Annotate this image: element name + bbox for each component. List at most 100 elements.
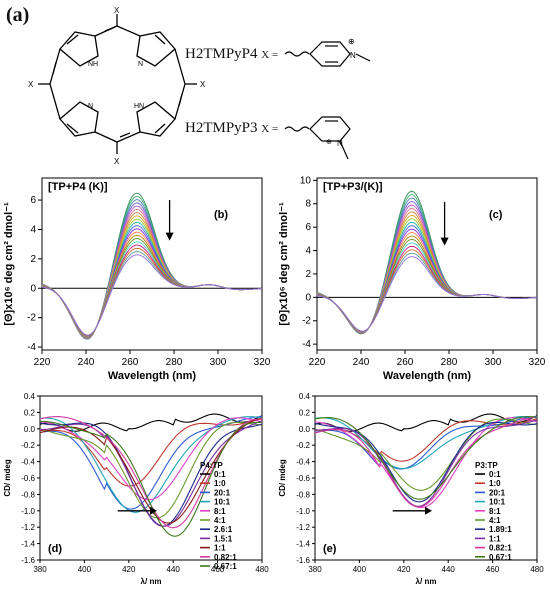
x-tick-label: 440 [442, 565, 456, 574]
y-tick-label: -0.6 [21, 474, 35, 483]
y-tick-label: -0.8 [21, 490, 35, 499]
arrow-head [165, 232, 174, 241]
x-tick-label: 240 [78, 357, 95, 368]
x-tick-label: 220 [34, 357, 51, 368]
y-tick-label: -2 [302, 316, 311, 327]
legend-title: P4:TP [200, 461, 223, 470]
y-tick-label: -1.0 [21, 507, 35, 516]
x-mark-left: X [28, 80, 34, 89]
x-tick-label: 480 [530, 565, 544, 574]
cd-curve [41, 192, 263, 340]
y-tick-label: -0.4 [296, 458, 310, 467]
cd-series [39, 422, 263, 527]
cd-chart-d: 380 400 420 440 460 480 0.4 0.2 0.0 -0.2 -0.4 -0.6 -… [3, 392, 269, 586]
n-label-bottom: N [88, 103, 93, 110]
x-tick-label: 280 [166, 357, 183, 368]
y-tick-label: 4 [305, 246, 311, 257]
panel-label-e: (e) [323, 543, 337, 555]
x-tick-label: 320 [529, 357, 546, 368]
x-mark-bottom: X [114, 157, 120, 166]
panel-label-d: (d) [48, 543, 62, 555]
legend-entry: 0.82:1 [489, 544, 512, 553]
p4-name: H2TMPyP4 [185, 46, 258, 62]
y-tick-label: 0.4 [299, 392, 311, 401]
legend-entry: 0:1 [489, 470, 501, 479]
x-tick-label: 480 [255, 565, 269, 574]
cd-chart-b: 220 240 260 280 300 320 -4 -2 0 2 4 6 [TP+P4 (K)] Wav… [3, 177, 271, 382]
cd-series [314, 413, 538, 432]
legend-entry: 8:1 [489, 507, 501, 516]
x-tick-label: 220 [309, 357, 326, 368]
cd-series [314, 416, 538, 508]
x-tick-label: 260 [122, 357, 139, 368]
cd-series [315, 419, 538, 507]
p4-x-eq: X = [261, 49, 279, 61]
plot-frame [314, 395, 538, 561]
n-plus-p4: N [350, 51, 356, 60]
legend-entry: 4:1 [214, 516, 226, 525]
legend-entry: 1:1 [489, 534, 501, 543]
y-tick-label: 0.2 [24, 408, 36, 417]
y-axis-label: [Θ]x10⁶ deg cm² dmol⁻¹ [278, 202, 290, 326]
y-tick-label: -1.6 [296, 556, 310, 565]
cd-curve [316, 197, 538, 335]
cd-series [40, 420, 263, 527]
legend-entry: 4:1 [489, 516, 501, 525]
cd-curve [41, 195, 263, 340]
arrow-head [425, 506, 432, 515]
legend-entry: 0.67:1 [489, 553, 512, 562]
y-tick-label: 0.0 [299, 425, 311, 434]
legend-entry: 1:0 [489, 479, 501, 488]
legend-entry: 0.67:1 [214, 562, 237, 571]
cd-series [314, 418, 538, 491]
cd-chart-e: 380 400 420 440 460 480 0.4 0.2 0.0 -0.2 -0.4 -0.6 -… [278, 392, 544, 586]
cd-series [40, 418, 263, 487]
y-tick-label: -1.0 [296, 507, 310, 516]
cd-curve [316, 256, 538, 332]
plus-p3: ⊕ [326, 139, 332, 146]
x-axis-label: Wavelength (nm) [383, 370, 472, 382]
y-tick-label: 10 [300, 175, 312, 186]
legend-entry: 20:1 [489, 488, 506, 497]
porphyrin-structure: X X X X NH N N HN N ⊕ N ⊕ [28, 6, 371, 166]
hn-label-bottom: HN [134, 103, 144, 110]
legend-entry: 1.5:1 [214, 534, 233, 543]
p3-name: H2TMPyP3 [185, 120, 258, 136]
plus-p4: ⊕ [348, 37, 355, 46]
x-axis-label: λ/ nm [416, 577, 437, 586]
y-tick-label: -4 [27, 342, 36, 353]
p3-x-eq: X = [261, 123, 279, 135]
x-tick-label: 400 [353, 565, 367, 574]
x-tick-label: 380 [308, 565, 322, 574]
chart-title: [TP+P4 (K)] [48, 181, 108, 193]
y-tick-label: -4 [302, 339, 311, 350]
y-tick-label: 0.4 [24, 392, 36, 401]
cd-series [39, 421, 263, 519]
cd-series [39, 416, 263, 513]
x-tick-label: 460 [211, 565, 225, 574]
legend-entry: 1:1 [214, 544, 226, 553]
x-tick-label: 320 [254, 357, 271, 368]
chart-title: [TP+P3/(K)] [323, 181, 383, 193]
p4-formula: H2TMPyP4 X = [185, 46, 278, 63]
y-tick-label: 0 [30, 283, 36, 294]
y-tick-label: -1.4 [296, 540, 310, 549]
cd-curve [41, 199, 263, 340]
cd-chart-c: 220 240 260 280 300 320 -4 -2 0 2 4 6 8 10 [TP+P3/(K)]… [278, 175, 546, 382]
y-tick-label: 8 [305, 199, 311, 210]
y-axis-label: CD/ mdeg [3, 459, 12, 496]
panel-label-c: (c) [489, 209, 503, 221]
nh-label-top: NH [88, 61, 98, 68]
cd-series [314, 417, 538, 509]
x-tick-label: 240 [353, 357, 370, 368]
y-tick-label: -1.6 [21, 556, 35, 565]
x-tick-label: 280 [441, 357, 458, 368]
x-tick-label: 380 [33, 565, 47, 574]
arrow-head [150, 506, 157, 515]
legend-entry: 2.6:1 [214, 525, 233, 534]
x-tick-label: 460 [486, 565, 500, 574]
arrow-head [440, 237, 449, 246]
y-tick-label: -0.6 [296, 474, 310, 483]
y-tick-label: 6 [305, 222, 311, 233]
y-tick-label: 2 [305, 269, 311, 280]
